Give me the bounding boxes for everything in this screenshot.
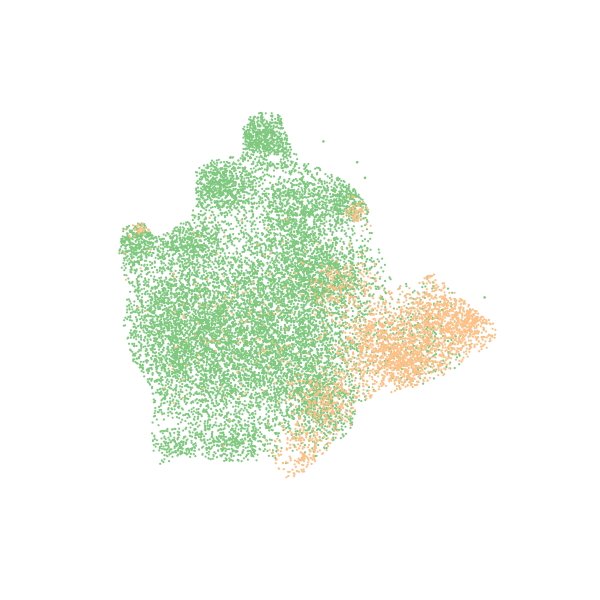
stray-point-2 bbox=[363, 176, 367, 180]
series-0-cluster-2 bbox=[229, 136, 367, 302]
series-1-points bbox=[123, 195, 497, 479]
series-1-cluster-5 bbox=[264, 416, 328, 479]
stray-point-4 bbox=[322, 140, 325, 143]
series-0-cluster-8 bbox=[122, 227, 251, 419]
series-0-cluster-9 bbox=[246, 208, 392, 334]
series-1-cluster-7 bbox=[342, 195, 372, 232]
series-0-points bbox=[118, 111, 472, 465]
series-1-cluster-8 bbox=[123, 222, 151, 239]
stray-point-1 bbox=[483, 296, 486, 299]
stray-point-0 bbox=[355, 160, 359, 164]
series-1-cluster-3 bbox=[368, 327, 450, 397]
series-1-cluster-6 bbox=[300, 239, 382, 322]
series-0-cluster-0 bbox=[224, 111, 310, 181]
series-1-cluster-4 bbox=[277, 346, 375, 451]
series-0-cluster-12 bbox=[265, 352, 370, 457]
series-0-cluster-14 bbox=[151, 423, 208, 464]
series-0-cluster-5 bbox=[137, 203, 235, 281]
series-0-cluster-10 bbox=[205, 279, 394, 465]
series-0-cluster-6 bbox=[118, 163, 454, 462]
stray-point-3 bbox=[285, 218, 289, 221]
series-1-cluster-2 bbox=[417, 282, 497, 366]
series-0-cluster-3 bbox=[305, 175, 369, 241]
series-1-cluster-0 bbox=[318, 270, 458, 408]
scatter-points bbox=[118, 111, 497, 479]
